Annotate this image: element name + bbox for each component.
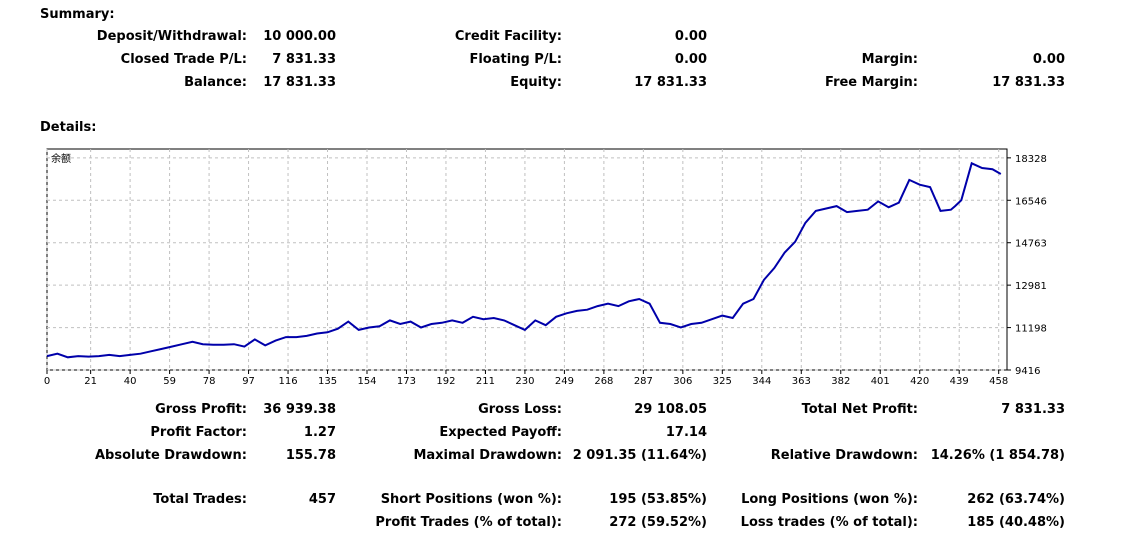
x-tick-label: 458 (989, 376, 1008, 386)
profit-factor-label: Profit Factor: (150, 425, 247, 440)
profit-factor-value: 1.27 (303, 425, 336, 440)
equity-value: 17 831.33 (634, 75, 707, 90)
gross-profit-label: Gross Profit: (155, 402, 247, 417)
x-axis-ticks: 0 21 40 59 78 97 116 135 154 173 192 211 230 249 268 28… (44, 370, 1008, 387)
x-tick-label: 344 (752, 376, 771, 386)
x-tick-label: 230 (515, 376, 534, 386)
balance-chart: 18328 16546 14763 12981 11198 9416 0 21 40 59 78 9… (40, 146, 1060, 387)
y-tick-label: 11198 (1015, 324, 1047, 335)
closed-trade-pl-label: Closed Trade P/L: (120, 52, 247, 67)
x-tick-label: 287 (634, 376, 653, 386)
floating-pl-label: Floating P/L: (469, 52, 562, 67)
y-tick-label: 12981 (1015, 281, 1047, 292)
free-margin-label: Free Margin: (825, 75, 918, 90)
x-tick-label: 325 (713, 376, 732, 386)
balance-value: 17 831.33 (263, 75, 336, 90)
x-tick-label: 211 (476, 376, 495, 386)
x-tick-label: 135 (318, 376, 337, 386)
maximal-drawdown-value: 2 091.35 (11.64%) (572, 448, 707, 463)
total-trades-value: 457 (308, 492, 336, 507)
total-trades-label: Total Trades: (153, 492, 247, 507)
x-tick-label: 401 (871, 376, 890, 386)
x-tick-label: 192 (436, 376, 455, 386)
absolute-drawdown-value: 155.78 (285, 448, 336, 463)
x-tick-label: 439 (950, 376, 969, 386)
details-heading: Details: (40, 120, 97, 135)
y-tick-label: 18328 (1015, 154, 1047, 165)
x-tick-label: 268 (594, 376, 613, 386)
long-positions-label: Long Positions (won %): (741, 492, 918, 507)
absolute-drawdown-label: Absolute Drawdown: (95, 448, 247, 463)
balance-chart-svg: 18328 16546 14763 12981 11198 9416 0 21 40 59 78 9… (44, 148, 1047, 387)
short-positions-value: 195 (53.85%) (609, 492, 707, 507)
x-tick-label: 78 (203, 376, 216, 386)
credit-facility-value: 0.00 (674, 29, 707, 44)
expected-payoff-label: Expected Payoff: (439, 425, 562, 440)
deposit-value: 10 000.00 (263, 29, 336, 44)
x-tick-label: 21 (84, 376, 97, 386)
long-positions-value: 262 (63.74%) (967, 492, 1065, 507)
gross-loss-value: 29 108.05 (634, 402, 707, 417)
x-tick-label: 306 (673, 376, 692, 386)
y-axis-ticks: 18328 16546 14763 12981 11198 9416 (1007, 154, 1047, 377)
closed-trade-pl-value: 7 831.33 (272, 52, 336, 67)
gross-profit-value: 36 939.38 (263, 402, 336, 417)
x-tick-label: 59 (163, 376, 176, 386)
deposit-label: Deposit/Withdrawal: (96, 29, 247, 44)
loss-trades-label: Loss trades (% of total): (740, 515, 918, 530)
loss-trades-value: 185 (40.48%) (967, 515, 1065, 530)
x-tick-label: 0 (44, 376, 50, 386)
total-net-profit-value: 7 831.33 (1001, 402, 1065, 417)
short-positions-label: Short Positions (won %): (380, 492, 562, 507)
profit-trades-value: 272 (59.52%) (609, 515, 707, 530)
x-tick-label: 154 (357, 376, 376, 386)
x-tick-label: 249 (555, 376, 574, 386)
chart-title: 余额 (51, 152, 71, 165)
relative-drawdown-label: Relative Drawdown: (770, 448, 918, 463)
expected-payoff-value: 17.14 (665, 425, 707, 440)
balance-series-line (46, 161, 1002, 359)
x-tick-label: 420 (910, 376, 929, 386)
profit-trades-label: Profit Trades (% of total): (375, 515, 562, 530)
x-tick-label: 40 (124, 376, 137, 386)
margin-label: Margin: (861, 52, 918, 67)
x-tick-label: 382 (831, 376, 850, 386)
x-tick-label: 173 (397, 376, 416, 386)
y-tick-label: 14763 (1015, 239, 1047, 250)
maximal-drawdown-label: Maximal Drawdown: (413, 448, 562, 463)
credit-facility-label: Credit Facility: (454, 29, 562, 44)
margin-value: 0.00 (1032, 52, 1065, 67)
plot-area (46, 148, 1008, 371)
grid-lines (46, 149, 1007, 371)
x-tick-label: 363 (792, 376, 811, 386)
x-tick-label: 97 (242, 376, 255, 386)
free-margin-value: 17 831.33 (992, 75, 1065, 90)
y-tick-label: 9416 (1015, 366, 1040, 377)
floating-pl-value: 0.00 (674, 52, 707, 67)
relative-drawdown-value: 14.26% (1 854.78) (930, 448, 1065, 463)
summary-heading: Summary: (40, 7, 115, 22)
balance-label: Balance: (184, 75, 247, 90)
x-tick-label: 116 (278, 376, 297, 386)
y-tick-label: 16546 (1015, 196, 1047, 207)
equity-label: Equity: (510, 75, 562, 90)
gross-loss-label: Gross Loss: (478, 402, 562, 417)
total-net-profit-label: Total Net Profit: (801, 402, 918, 417)
